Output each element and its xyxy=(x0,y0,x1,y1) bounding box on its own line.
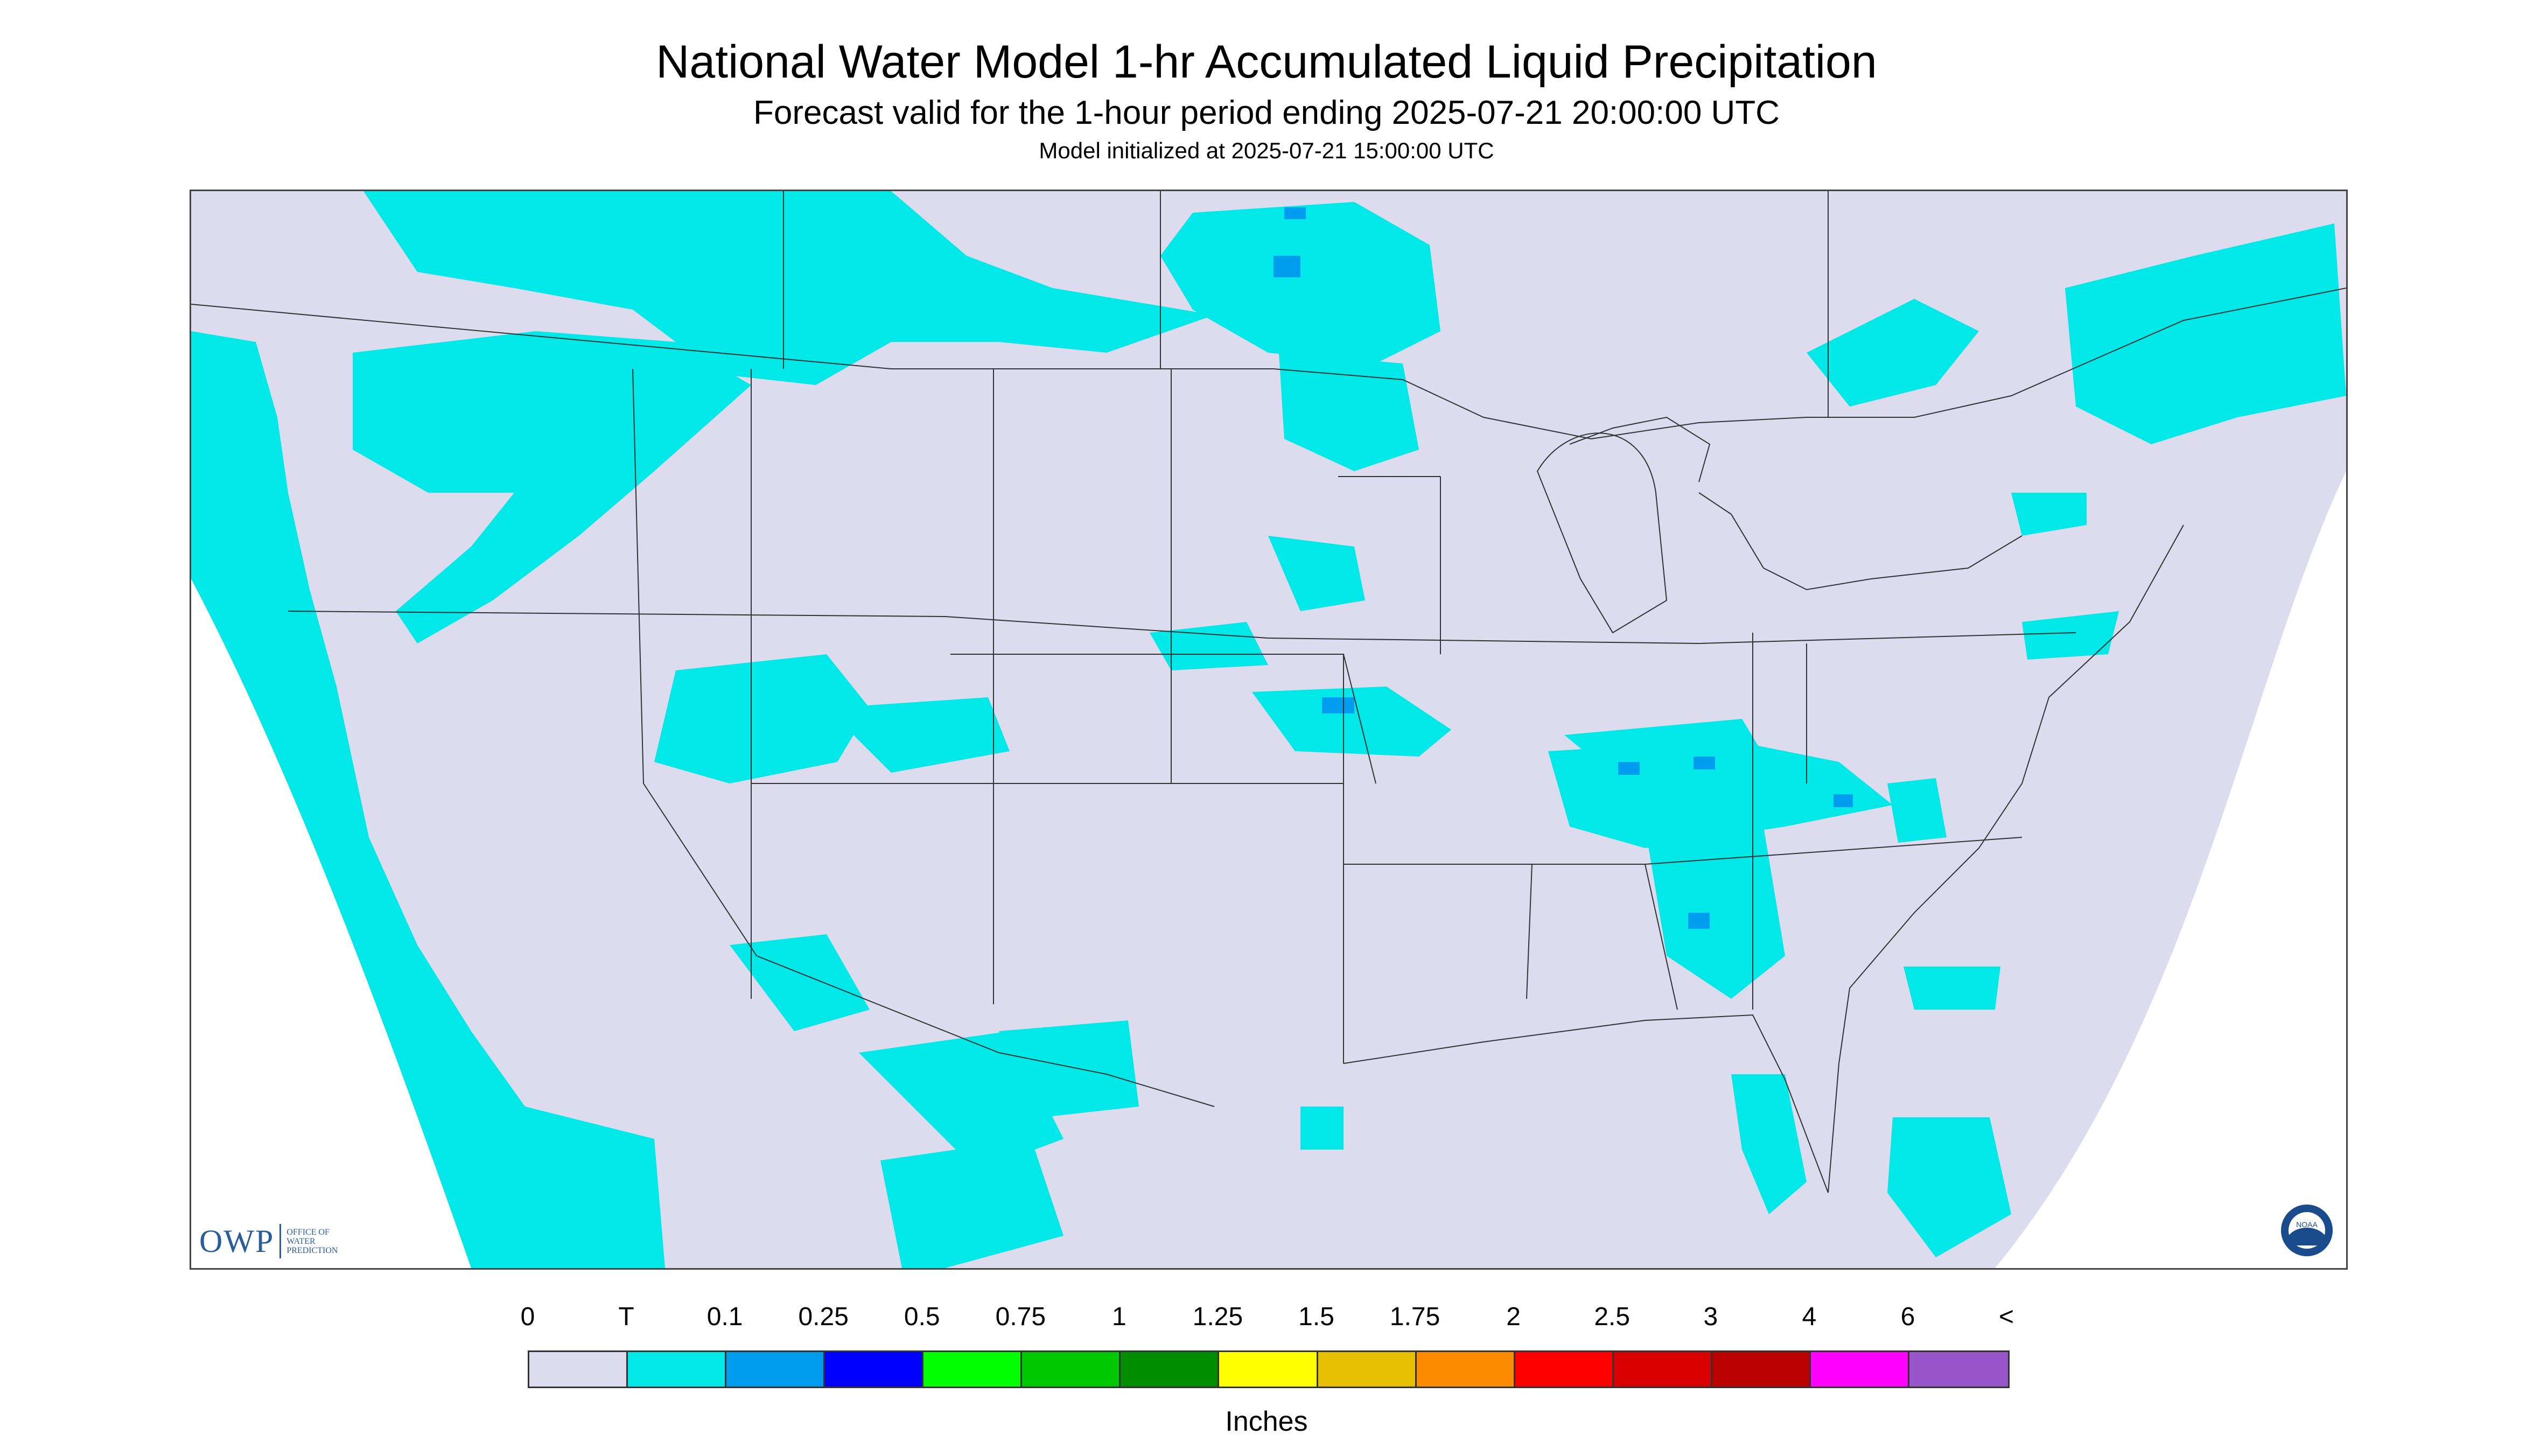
legend-swatch xyxy=(1909,1352,2008,1387)
legend-tick-label: 0.25 xyxy=(798,1303,849,1331)
owp-logo: OWP OFFICE OF WATER PREDICTION xyxy=(199,1222,338,1260)
precip-area xyxy=(2022,611,2119,660)
precip-cell xyxy=(1834,794,1853,807)
state-line xyxy=(1645,864,1678,1010)
noaa-logo: NOAA xyxy=(2281,1205,2333,1256)
precip-cell xyxy=(1694,757,1715,769)
chart-title: National Water Model 1-hr Accumulated Li… xyxy=(656,36,1877,88)
precip-area xyxy=(1645,827,1785,999)
gulf-coast xyxy=(1343,1014,1829,1193)
forecast-valid-subtitle: Forecast valid for the 1-hour period end… xyxy=(753,94,1780,131)
legend-colorbar xyxy=(528,1350,2010,1388)
map-canvas: NOAA xyxy=(191,191,2346,1268)
legend-swatch xyxy=(628,1352,727,1387)
legend-labels: 0 T 0.1 0.25 0.5 0.75 1 1.25 1.5 1.75 2 2.5 3 4 6 < xyxy=(0,1302,2533,1334)
precip-area xyxy=(353,331,751,643)
legend-swatch xyxy=(1712,1352,1811,1387)
legend-tick-label: 1 xyxy=(1112,1303,1126,1331)
precip-area xyxy=(2065,223,2346,444)
state-line xyxy=(288,611,2076,645)
canada-border xyxy=(191,304,1274,369)
precip-area xyxy=(1887,1117,2011,1257)
legend-tick-label: < xyxy=(1998,1303,2014,1331)
legend-tick-label: 0.5 xyxy=(904,1303,940,1331)
canada-border-east xyxy=(1273,288,2346,440)
legend-swatch xyxy=(529,1352,628,1387)
legend-tick-label: 3 xyxy=(1703,1303,1718,1331)
owp-logo-line: OFFICE OF xyxy=(286,1227,330,1237)
precip-cell xyxy=(1618,762,1640,775)
precip-area xyxy=(191,331,665,1268)
legend-tick-label: 2 xyxy=(1506,1303,1521,1331)
legend-swatch xyxy=(1613,1352,1712,1387)
precip-area xyxy=(654,654,870,783)
precip-area xyxy=(1300,1107,1344,1150)
legend-swatch xyxy=(1022,1352,1121,1387)
owp-logo-text: OFFICE OF WATER PREDICTION xyxy=(286,1228,338,1255)
owp-logo-line: WATER xyxy=(286,1236,316,1246)
atlantic-coast xyxy=(1828,524,2184,1193)
legend-tick-label: 1.25 xyxy=(1192,1303,1243,1331)
legend-swatch xyxy=(1810,1352,1909,1387)
model-init-line: Model initialized at 2025-07-21 15:00:00… xyxy=(1039,138,1494,163)
lake-michigan xyxy=(1536,432,1668,634)
owp-logo-line: PREDICTION xyxy=(286,1245,338,1255)
precip-light-cells xyxy=(1274,207,1853,929)
precip-area xyxy=(1904,967,2000,1010)
state-line xyxy=(632,368,757,956)
legend-swatch xyxy=(1121,1352,1220,1387)
precip-area xyxy=(1268,536,1365,611)
precip-area xyxy=(1252,687,1451,757)
precip-cell xyxy=(1688,913,1710,929)
precip-area xyxy=(859,1031,1063,1171)
precip-area xyxy=(827,697,1010,773)
legend-tick-label: 4 xyxy=(1802,1303,1817,1331)
owp-logo-divider xyxy=(279,1224,282,1258)
precip-area xyxy=(2011,493,2087,536)
precip-cell xyxy=(1322,697,1354,713)
legend-tick-label: 1.5 xyxy=(1298,1303,1334,1331)
precip-area xyxy=(1160,202,1440,363)
legend-tick-label: 0.1 xyxy=(706,1303,743,1331)
precip-area xyxy=(1279,353,1419,471)
legend-swatch xyxy=(726,1352,825,1387)
mexico-border xyxy=(756,955,1215,1107)
svg-text:NOAA: NOAA xyxy=(2296,1220,2318,1229)
precip-area xyxy=(1807,299,1979,407)
precipitation-map: NOAA xyxy=(190,190,2348,1270)
state-line xyxy=(1526,864,1533,999)
legend-swatch xyxy=(1219,1352,1318,1387)
precip-area xyxy=(999,1020,1139,1117)
legend-swatch xyxy=(1416,1352,1515,1387)
precip-cell xyxy=(1284,207,1306,219)
precip-area xyxy=(1887,778,1947,843)
owp-logo-abbr: OWP xyxy=(199,1223,275,1259)
legend-units: Inches xyxy=(1225,1406,1308,1437)
great-lakes-east xyxy=(1698,492,2023,591)
legend-tick-label: 6 xyxy=(1900,1303,1915,1331)
legend-swatch xyxy=(1515,1352,1614,1387)
precip-area xyxy=(1150,622,1268,670)
legend-tick-label: 0.75 xyxy=(995,1303,1046,1331)
precip-area xyxy=(363,191,1214,385)
precip-area xyxy=(1731,1074,1807,1214)
legend-swatch xyxy=(1318,1352,1417,1387)
precip-trace-areas xyxy=(191,191,2346,1268)
precip-cell xyxy=(1274,256,1300,277)
state-line xyxy=(1343,654,1376,784)
model-domain xyxy=(191,191,2346,1268)
legend-swatch xyxy=(825,1352,924,1387)
legend-tick-label: 0 xyxy=(520,1303,535,1331)
legend-swatch xyxy=(923,1352,1023,1387)
great-lakes xyxy=(1569,416,1711,482)
legend-tick-label: 2.5 xyxy=(1594,1303,1631,1331)
legend-tick-label: T xyxy=(618,1303,634,1331)
legend-tick-label: 1.75 xyxy=(1389,1303,1440,1331)
boundary-lines xyxy=(191,191,2346,1193)
precip-area xyxy=(880,1139,1063,1268)
